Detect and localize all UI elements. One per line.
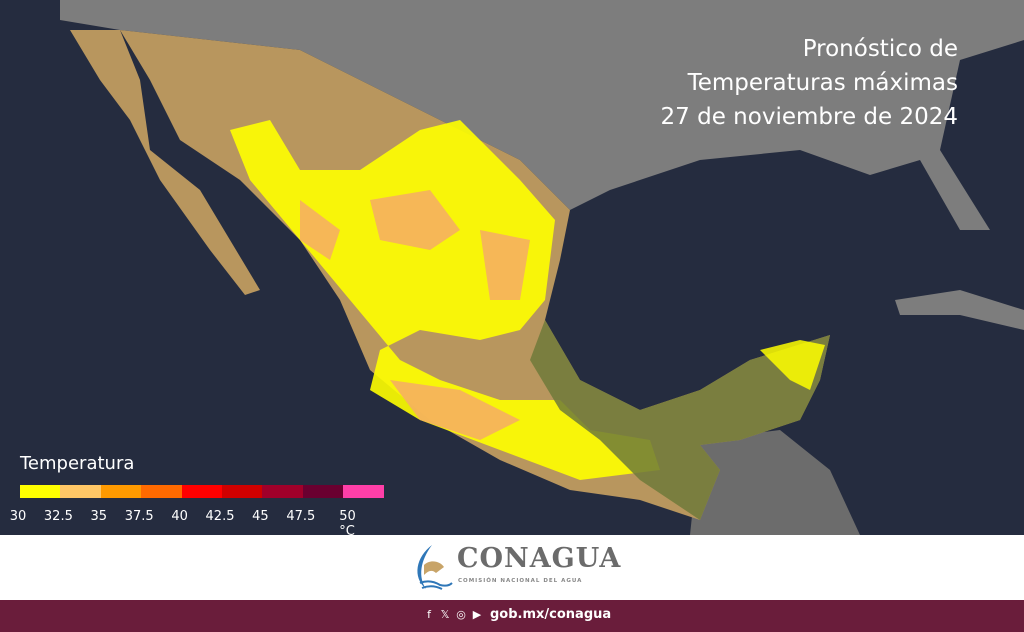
legend-swatch [181, 485, 222, 498]
yucatan-yellow [760, 340, 825, 390]
olive-zone [530, 320, 830, 520]
legend-title: Temperatura [20, 453, 135, 474]
logo-subtitle: COMISIÓN NACIONAL DEL AGUA [458, 578, 583, 584]
facebook-icon[interactable]: f [427, 608, 431, 621]
map-title: Pronóstico de Temperaturas máximas 27 de… [661, 32, 958, 134]
cuba [895, 290, 1024, 330]
legend-swatch [262, 485, 303, 498]
legend-swatch [221, 485, 263, 498]
map-graphic [60, 0, 1024, 535]
legend-label: 40 [171, 509, 188, 524]
legend-swatch [343, 485, 384, 498]
title-line-1: Pronóstico de [802, 36, 958, 62]
website-link[interactable]: gob.mx/conagua [490, 607, 612, 622]
conagua-logo-icon [417, 545, 453, 590]
footer-bar: f 𝕏 ◎ ▶ gob.mx/conagua [0, 600, 1024, 632]
legend-swatch [20, 485, 61, 498]
legend-color-scale [20, 485, 384, 498]
legend-label: 47.5 [286, 509, 316, 524]
legend-labels: 30 32.5 35 37.5 40 42.5 45 47.5 50 °C [9, 509, 390, 539]
yellow-zone [230, 120, 660, 480]
central-america [690, 430, 860, 535]
legend-label: 37.5 [124, 509, 154, 524]
x-icon[interactable]: 𝕏 [440, 608, 450, 621]
temperature-map: Pronóstico de Temperaturas máximas 27 de… [0, 0, 1024, 535]
legend-swatch [100, 485, 142, 498]
legend-label: 45 [252, 509, 269, 524]
us-landmass [60, 0, 1024, 230]
legend-label: 32.5 [43, 509, 73, 524]
legend-swatch [141, 485, 182, 498]
orange-zone [300, 190, 530, 440]
footer: CONAGUA COMISIÓN NACIONAL DEL AGUA [0, 535, 1024, 600]
logo-name: CONAGUA [457, 543, 622, 574]
baja-california [70, 30, 260, 295]
legend-swatch [302, 485, 344, 498]
title-line-2: Temperaturas máximas [687, 70, 958, 96]
forecast-date: 27 de noviembre de 2024 [660, 104, 958, 130]
instagram-icon[interactable]: ◎ [456, 608, 466, 621]
youtube-icon[interactable]: ▶ [472, 608, 482, 621]
legend-label: 30 [9, 509, 27, 524]
legend-label: 35 [90, 509, 108, 524]
legend-swatch [60, 485, 101, 498]
legend-label: 42.5 [205, 509, 235, 524]
